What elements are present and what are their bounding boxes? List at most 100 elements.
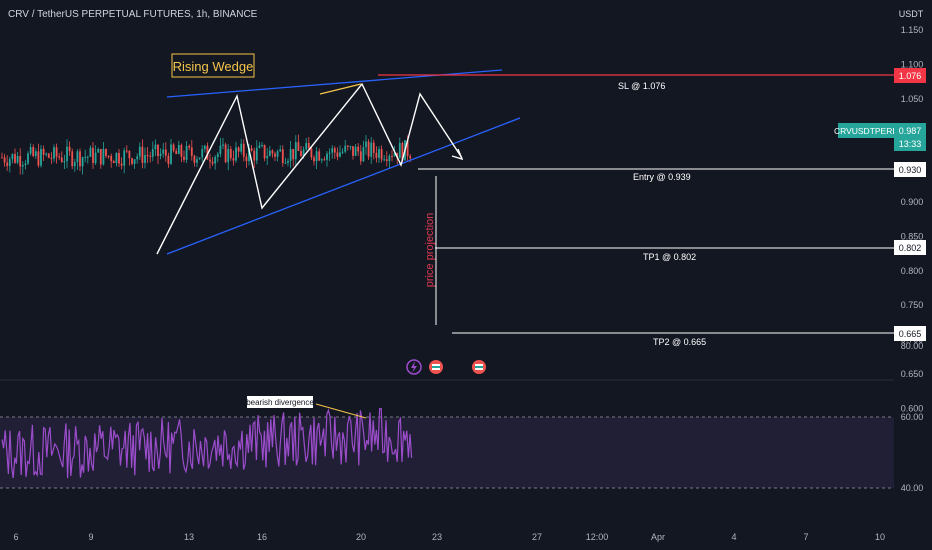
candle-body: [235, 147, 237, 161]
price-tick-label: 0.850: [901, 231, 924, 241]
candle-body: [336, 152, 339, 157]
candle-body: [219, 145, 222, 154]
candle-body: [365, 141, 367, 148]
candle-body: [79, 151, 81, 167]
candle-body: [157, 144, 159, 157]
candle-body: [328, 152, 331, 154]
candle-body: [333, 148, 336, 153]
candlestick-series: [1, 134, 412, 175]
candle-body: [97, 149, 100, 153]
candle-body: [401, 142, 404, 161]
candle-body: [344, 145, 347, 152]
candle-body: [354, 146, 357, 156]
candle-body: [21, 164, 24, 167]
candle-body: [146, 155, 149, 157]
candle-body: [211, 161, 214, 164]
candle-body: [29, 147, 32, 154]
candle-body: [58, 156, 61, 158]
candle-body: [102, 148, 105, 165]
candle-body: [107, 155, 110, 157]
candle-body: [144, 155, 146, 163]
candle-body: [349, 146, 352, 148]
candle-body: [24, 163, 27, 165]
tp2-price-tag: [894, 326, 926, 341]
candle-body: [279, 149, 282, 152]
candle-body: [162, 149, 165, 154]
time-tick-label: 20: [356, 532, 366, 542]
candle-body: [406, 140, 409, 157]
event-flag-icon[interactable]: [472, 360, 486, 374]
candle-body: [206, 145, 209, 160]
projection-arrowhead: [451, 148, 464, 161]
candle-body: [16, 156, 19, 163]
entry-label: Entry @ 0.939: [633, 172, 691, 182]
candle-body: [110, 155, 113, 162]
candle-body: [40, 148, 42, 166]
entry-price-tag-text: 0.930: [899, 165, 922, 175]
candle-body: [229, 148, 232, 159]
time-tick-label: 23: [432, 532, 442, 542]
time-tick-label: 6: [13, 532, 18, 542]
candle-body: [294, 142, 297, 160]
candle-body: [84, 156, 87, 158]
rsi-tick-label: 80.00: [901, 341, 924, 351]
candle-body: [60, 157, 63, 162]
candle-body: [289, 148, 292, 162]
symbol-tag-text: CRVUSDTPERP: [834, 126, 898, 136]
pattern-label: Rising Wedge: [173, 59, 254, 74]
time-tick-label: 27: [532, 532, 542, 542]
candle-body: [214, 157, 217, 164]
candle-body: [94, 152, 97, 164]
sl-price-tag: [894, 68, 926, 83]
candle-body: [305, 142, 308, 150]
candle-body: [276, 151, 279, 157]
time-tick-label: 10: [875, 532, 885, 542]
pattern-label-box: [171, 53, 255, 78]
rsi-band-fill: [0, 417, 894, 488]
candle-body: [224, 144, 227, 163]
candle-body: [339, 152, 341, 157]
candle-body: [125, 150, 128, 152]
candle-body: [216, 153, 219, 158]
candle-body: [164, 149, 167, 156]
candle-body: [19, 156, 22, 167]
currency-label: USDT: [899, 9, 924, 19]
candle-body: [266, 156, 269, 159]
candle-body: [209, 159, 211, 162]
candle-body: [378, 149, 380, 158]
price-tick-label: 0.650: [901, 369, 924, 379]
candle-body: [274, 153, 276, 157]
candle-body: [372, 142, 375, 153]
candle-body: [149, 155, 152, 157]
candle-body: [42, 148, 45, 155]
rsi-divergence-line: [315, 403, 367, 419]
candle-body: [188, 145, 191, 148]
candle-body: [183, 156, 185, 160]
lightning-icon[interactable]: [406, 359, 422, 375]
candle-body: [151, 148, 154, 157]
candle-body: [73, 162, 76, 167]
candle-body: [190, 147, 193, 156]
candle-body: [242, 143, 245, 157]
symbol-title: CRV / TetherUS PERPETUAL FUTURES, 1h, BI…: [8, 9, 258, 20]
rsi-tick-label: 40.00: [901, 483, 924, 493]
candle-body: [123, 150, 126, 166]
time-axis[interactable]: 6 9 13 16 20 23 27 12:00 Apr 4 7 10: [13, 532, 885, 542]
candle-body: [222, 144, 224, 146]
tp1-price-tag: [894, 240, 926, 255]
candle-body: [227, 148, 230, 163]
candle-body: [292, 148, 295, 160]
candle-body: [141, 146, 144, 163]
candle-body: [136, 156, 139, 160]
projection-label: price projection: [424, 213, 436, 288]
price-tick-label: 0.750: [901, 300, 924, 310]
candle-body: [250, 148, 253, 151]
price-tick-label: 1.050: [901, 94, 924, 104]
candle-body: [159, 153, 162, 157]
candle-body: [115, 152, 118, 164]
rsi-line: [1, 407, 413, 479]
event-flag-icon[interactable]: [429, 360, 443, 374]
candle-body: [81, 157, 84, 167]
